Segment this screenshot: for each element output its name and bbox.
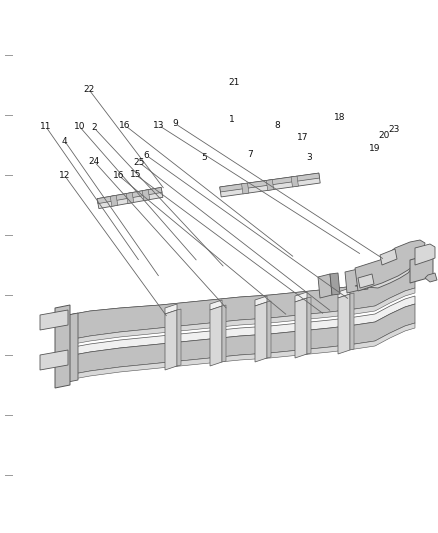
- Text: 10: 10: [74, 122, 85, 131]
- Text: 7: 7: [247, 150, 253, 159]
- Polygon shape: [318, 274, 332, 298]
- Polygon shape: [126, 192, 134, 204]
- Polygon shape: [142, 190, 150, 200]
- Polygon shape: [358, 268, 368, 290]
- Text: 12: 12: [59, 172, 71, 180]
- Polygon shape: [68, 265, 415, 323]
- Polygon shape: [266, 180, 274, 190]
- Polygon shape: [355, 243, 420, 288]
- Polygon shape: [97, 188, 163, 208]
- Polygon shape: [242, 183, 249, 194]
- Polygon shape: [110, 196, 118, 206]
- Polygon shape: [68, 323, 415, 380]
- Text: 8: 8: [274, 121, 280, 130]
- Polygon shape: [68, 304, 415, 375]
- Text: 1: 1: [229, 116, 235, 124]
- Text: 11: 11: [40, 123, 52, 131]
- Polygon shape: [55, 305, 70, 388]
- Polygon shape: [40, 350, 68, 370]
- Polygon shape: [295, 292, 307, 302]
- Polygon shape: [68, 288, 415, 345]
- Polygon shape: [295, 298, 307, 358]
- Polygon shape: [338, 294, 350, 354]
- Polygon shape: [410, 255, 433, 283]
- Polygon shape: [68, 313, 78, 382]
- Text: 5: 5: [201, 153, 207, 161]
- Text: 16: 16: [119, 121, 131, 130]
- Text: 15: 15: [130, 171, 141, 179]
- Text: 9: 9: [172, 119, 178, 128]
- Polygon shape: [358, 274, 374, 288]
- Text: 2: 2: [92, 124, 97, 132]
- Text: 22: 22: [83, 85, 95, 94]
- Polygon shape: [210, 300, 222, 310]
- Text: 4: 4: [62, 137, 67, 146]
- Text: 20: 20: [378, 132, 389, 140]
- Text: 3: 3: [306, 153, 312, 161]
- Polygon shape: [291, 176, 298, 187]
- Polygon shape: [425, 273, 437, 282]
- Polygon shape: [355, 240, 425, 291]
- Polygon shape: [68, 296, 415, 356]
- Polygon shape: [40, 310, 68, 330]
- Text: 23: 23: [389, 125, 400, 134]
- Polygon shape: [222, 305, 226, 362]
- Text: 6: 6: [144, 151, 150, 160]
- Polygon shape: [338, 288, 350, 298]
- Polygon shape: [177, 309, 181, 366]
- Polygon shape: [220, 173, 319, 192]
- Polygon shape: [380, 249, 397, 265]
- Polygon shape: [415, 244, 435, 265]
- Polygon shape: [97, 188, 162, 204]
- Text: 16: 16: [113, 172, 125, 180]
- Text: 21: 21: [229, 78, 240, 87]
- Polygon shape: [350, 293, 354, 350]
- Text: 17: 17: [297, 133, 308, 142]
- Polygon shape: [165, 304, 177, 314]
- Polygon shape: [68, 265, 415, 340]
- Polygon shape: [345, 269, 360, 293]
- Polygon shape: [255, 302, 267, 362]
- Polygon shape: [330, 273, 340, 295]
- Polygon shape: [220, 173, 320, 197]
- Polygon shape: [210, 306, 222, 366]
- Text: 25: 25: [134, 158, 145, 167]
- Polygon shape: [255, 296, 267, 306]
- Polygon shape: [307, 297, 311, 354]
- Text: 13: 13: [153, 121, 164, 130]
- Text: 19: 19: [369, 144, 380, 152]
- Text: 24: 24: [88, 157, 100, 166]
- Polygon shape: [267, 301, 271, 358]
- Polygon shape: [165, 310, 177, 370]
- Text: 18: 18: [334, 113, 345, 122]
